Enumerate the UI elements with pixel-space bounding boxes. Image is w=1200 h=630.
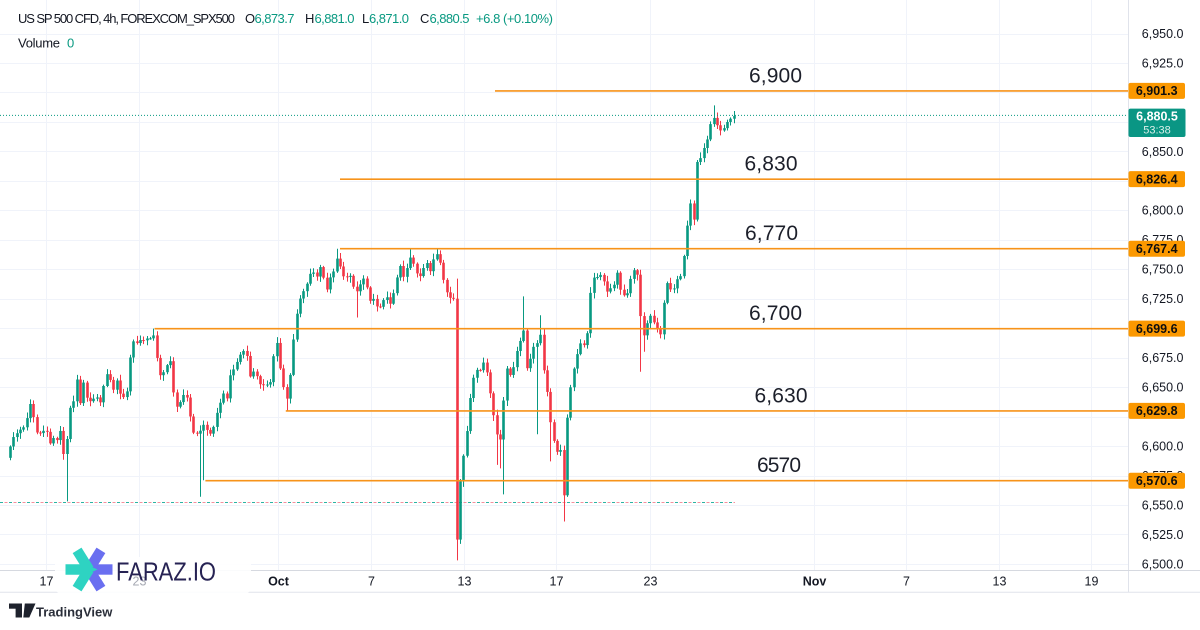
- svg-text:6,871.0: 6,871.0: [369, 11, 409, 26]
- svg-text:6,550.0: 6,550.0: [1142, 498, 1184, 512]
- svg-text:6570: 6570: [757, 454, 801, 477]
- svg-text:C: C: [420, 11, 429, 26]
- svg-text:6,500.0: 6,500.0: [1142, 557, 1184, 571]
- svg-text:Nov: Nov: [803, 575, 827, 589]
- svg-text:Volume: Volume: [18, 36, 60, 51]
- svg-text:6,525.0: 6,525.0: [1142, 528, 1184, 542]
- svg-text:6,750.0: 6,750.0: [1142, 263, 1184, 277]
- svg-text:6,881.0: 6,881.0: [315, 11, 355, 26]
- svg-text:Oct: Oct: [268, 575, 290, 589]
- svg-text:6,629.8: 6,629.8: [1136, 404, 1178, 418]
- svg-text:17: 17: [550, 575, 564, 589]
- svg-text:TradingView: TradingView: [36, 605, 113, 620]
- svg-text:6,850.0: 6,850.0: [1142, 145, 1184, 159]
- svg-text:6,830: 6,830: [745, 153, 798, 176]
- svg-text:6,699.6: 6,699.6: [1136, 322, 1178, 336]
- svg-text:US SP 500 CFD, 4h, FOREXCOM_SP: US SP 500 CFD, 4h, FOREXCOM_SPX500: [18, 11, 235, 26]
- svg-text:23: 23: [644, 575, 658, 589]
- svg-text:19: 19: [1085, 575, 1099, 589]
- svg-text:6,800.0: 6,800.0: [1142, 204, 1184, 218]
- svg-text:0: 0: [67, 36, 74, 51]
- svg-text:6,900: 6,900: [749, 64, 802, 87]
- svg-text:6,925.0: 6,925.0: [1142, 56, 1184, 70]
- svg-text:17: 17: [40, 575, 54, 589]
- svg-text:6,880.5: 6,880.5: [430, 11, 470, 26]
- svg-text:7: 7: [903, 575, 910, 589]
- svg-text:6,770: 6,770: [745, 222, 798, 245]
- svg-text:6,630: 6,630: [755, 384, 808, 407]
- svg-text:6,873.7: 6,873.7: [255, 11, 295, 26]
- svg-text:6,600.0: 6,600.0: [1142, 439, 1184, 453]
- svg-text:13: 13: [993, 575, 1007, 589]
- svg-text:FARAZ.IO: FARAZ.IO: [116, 557, 216, 587]
- svg-text:6,767.4: 6,767.4: [1136, 242, 1178, 256]
- svg-text:13: 13: [458, 575, 472, 589]
- svg-text:7: 7: [368, 575, 375, 589]
- svg-text:+6.8 (+0.10%): +6.8 (+0.10%): [476, 11, 553, 26]
- svg-text:6,901.3: 6,901.3: [1136, 84, 1178, 98]
- svg-text:L: L: [362, 11, 369, 26]
- svg-text:23: 23: [133, 575, 147, 589]
- svg-text:6,675.0: 6,675.0: [1142, 351, 1184, 365]
- svg-text:6,570.6: 6,570.6: [1136, 474, 1178, 488]
- svg-text:53:38: 53:38: [1143, 124, 1171, 136]
- svg-text:6,650.0: 6,650.0: [1142, 381, 1184, 395]
- svg-text:6,725.0: 6,725.0: [1142, 292, 1184, 306]
- svg-text:6,700: 6,700: [749, 302, 802, 325]
- svg-text:6,826.4: 6,826.4: [1136, 172, 1178, 186]
- svg-text:O: O: [245, 11, 255, 26]
- svg-text:6,880.5: 6,880.5: [1136, 110, 1178, 124]
- svg-text:6,950.0: 6,950.0: [1142, 27, 1184, 41]
- svg-text:H: H: [305, 11, 314, 26]
